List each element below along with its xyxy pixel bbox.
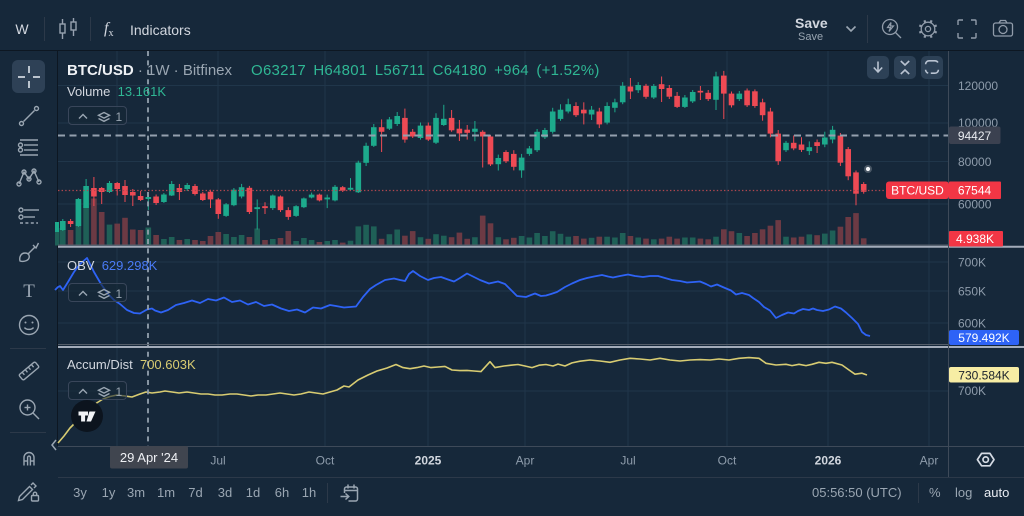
svg-text:1: 1 [116, 385, 123, 399]
svg-text:29 Apr '24: 29 Apr '24 [120, 450, 178, 465]
svg-text:Apr: Apr [920, 454, 939, 468]
svg-text:2026: 2026 [815, 454, 842, 468]
svg-text:67544: 67544 [958, 184, 992, 198]
svg-text:1: 1 [116, 287, 123, 301]
svg-text:120000: 120000 [958, 79, 998, 93]
svg-text:700K: 700K [958, 256, 986, 270]
svg-text:BTC/USD: BTC/USD [891, 184, 944, 198]
svg-text:80000: 80000 [958, 155, 992, 169]
svg-text:2025: 2025 [415, 454, 442, 468]
svg-text:Jul: Jul [210, 454, 225, 468]
svg-text:Oct: Oct [316, 454, 335, 468]
svg-text:700K: 700K [958, 384, 986, 398]
svg-text:579.492K: 579.492K [958, 331, 1009, 345]
svg-text:1: 1 [116, 110, 123, 124]
svg-text:60000: 60000 [958, 198, 992, 212]
svg-text:94427: 94427 [958, 129, 992, 143]
svg-text:4.938K: 4.938K [956, 232, 994, 246]
svg-text:600K: 600K [958, 317, 986, 331]
svg-text:Oct: Oct [718, 454, 737, 468]
svg-text:730.584K: 730.584K [958, 369, 1009, 383]
svg-text:T: T [23, 281, 35, 302]
svg-text:Apr: Apr [516, 454, 535, 468]
svg-text:650K: 650K [958, 285, 986, 299]
svg-text:Jul: Jul [620, 454, 635, 468]
